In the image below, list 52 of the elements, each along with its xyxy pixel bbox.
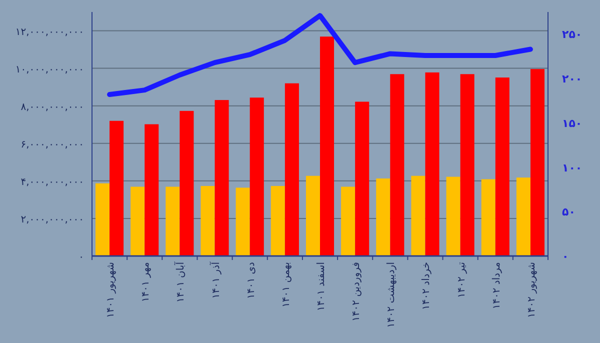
y2-tick-label: ۲۵۰: [562, 28, 582, 42]
y-tick-label: ۱۲,۰۰۰,۰۰۰,۰۰۰: [15, 26, 84, 38]
bar: [446, 176, 460, 256]
y2-tick-label: ۵۰: [562, 206, 576, 219]
bar: [250, 98, 264, 256]
bar: [284, 83, 299, 256]
y2-tick-label: ۱۰۰: [562, 161, 582, 174]
bar: [96, 183, 110, 256]
bar: [200, 186, 215, 256]
x-tick-label: آذر ۱۴۰۱: [208, 260, 222, 299]
bar: [495, 78, 510, 256]
bar: [341, 186, 356, 256]
y2-tick-label: ۱۵۰: [562, 116, 582, 130]
bar: [130, 186, 145, 256]
bar: [411, 176, 426, 256]
bar: [530, 69, 544, 256]
x-tick-label: بهمن ۱۴۰۱: [280, 262, 292, 308]
x-tick-label: آبان ۱۴۰۱: [174, 260, 187, 303]
bar: [516, 178, 530, 256]
bar: [110, 120, 124, 256]
bar: [320, 36, 334, 256]
bar: [425, 72, 440, 256]
x-tick-label: اردیبهشت ۱۴۰۲: [386, 262, 398, 328]
bar: [214, 100, 229, 256]
y2-tick-label: ۰: [562, 250, 569, 263]
bar: [144, 124, 159, 256]
x-tick-label: مهر ۱۴۰۱: [140, 262, 152, 302]
bar: [376, 178, 390, 256]
y-tick-label: ۴,۰۰۰,۰۰۰,۰۰۰: [20, 176, 84, 188]
x-tick-label: دی ۱۴۰۱: [246, 262, 257, 299]
y-tick-label: ۶,۰۰۰,۰۰۰,۰۰۰: [20, 139, 84, 150]
x-tick-label: تیر ۱۴۰۲: [456, 262, 468, 298]
x-tick-label: اسفند ۱۴۰۱: [316, 262, 327, 312]
bar: [306, 176, 320, 256]
bar: [180, 110, 194, 256]
bar: [166, 186, 180, 256]
bar: [481, 179, 496, 256]
y-tick-label: ۱۰,۰۰۰,۰۰۰,۰۰۰: [15, 64, 84, 76]
bar: [460, 74, 474, 256]
y2-tick-label: ۲۰۰: [562, 72, 582, 86]
bar: [390, 74, 404, 256]
bar: [236, 188, 250, 256]
x-tick-label: شهریور ۱۴۰۱: [106, 262, 117, 318]
x-tick-label: خرداد ۱۴۰۲: [421, 262, 432, 310]
bar: [355, 102, 370, 256]
bar: [270, 186, 285, 256]
x-tick-label: فروردین ۱۴۰۲: [351, 262, 362, 322]
y-tick-label: ۰: [78, 252, 84, 263]
x-tick-label: شهریور ۱۴۰۲: [526, 262, 538, 318]
y-tick-label: ۲,۰۰۰,۰۰۰,۰۰۰: [20, 214, 84, 226]
x-tick-label: مرداد ۱۴۰۲: [491, 262, 502, 310]
y-tick-label: ۸,۰۰۰,۰۰۰,۰۰۰: [20, 102, 84, 113]
